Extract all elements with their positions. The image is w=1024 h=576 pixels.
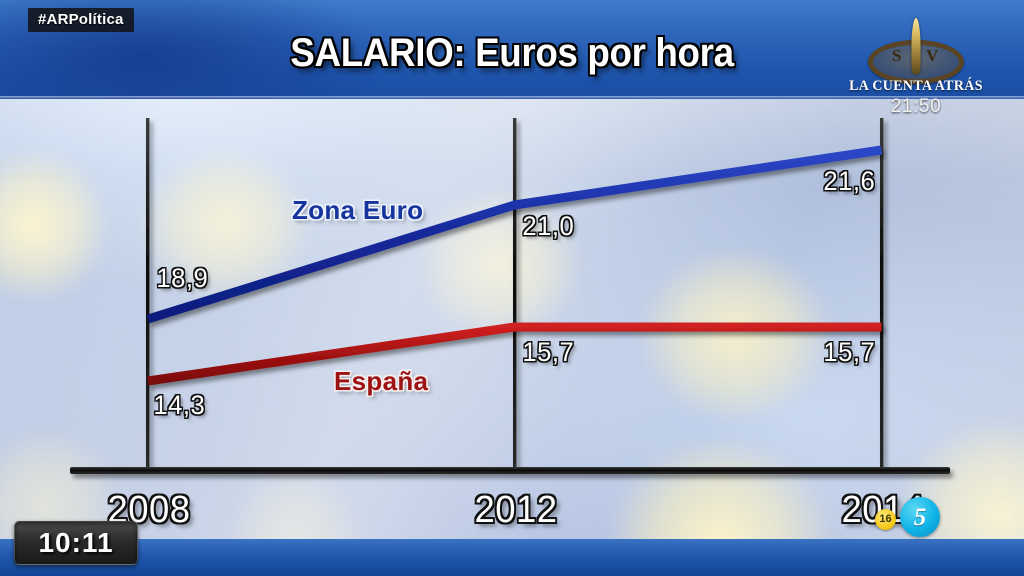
goya-award-statue-icon: S V (832, 14, 1000, 84)
bottom-blue-strip (0, 539, 1024, 576)
hashtag-badge: #ARPolítica (28, 8, 134, 32)
age-rating-value: 16 (879, 513, 892, 525)
value-label-zona-euro-2014: 21,6 (823, 166, 876, 196)
telecinco-logo-digit: 5 (913, 503, 927, 531)
series-label-zona-euro: Zona Euro (292, 195, 424, 225)
countdown-label: LA CUENTA ATRÁS (849, 78, 983, 94)
value-label-zona-euro-2008: 18,9 (156, 263, 209, 293)
goya-figure-shape (911, 18, 921, 74)
goya-letter-s: S (892, 46, 902, 65)
value-label-zona-euro-2012: 21,0 (522, 211, 575, 241)
chart-panel (0, 99, 1024, 539)
series-label-espana: España (334, 366, 429, 396)
x-tick-2012: 2012 (474, 489, 558, 531)
goya-letter-v: V (926, 46, 939, 65)
age-rating-badge: 16 (875, 509, 896, 530)
value-label-espana-2014: 15,7 (823, 337, 876, 367)
clock-time: 10:11 (38, 527, 114, 558)
page-title: SALARIO: Euros por hora (290, 31, 734, 75)
countdown-block: S V LA CUENTA ATRÁS 21:50 (832, 14, 1000, 118)
countdown-time: 21:50 (890, 96, 942, 117)
header-band (0, 0, 1024, 99)
telecinco-logo-icon: 5 (900, 497, 940, 537)
value-label-espana-2008: 14,3 (153, 390, 206, 420)
onscreen-clock: 10:11 (14, 521, 138, 565)
value-label-espana-2012: 15,7 (522, 337, 575, 367)
